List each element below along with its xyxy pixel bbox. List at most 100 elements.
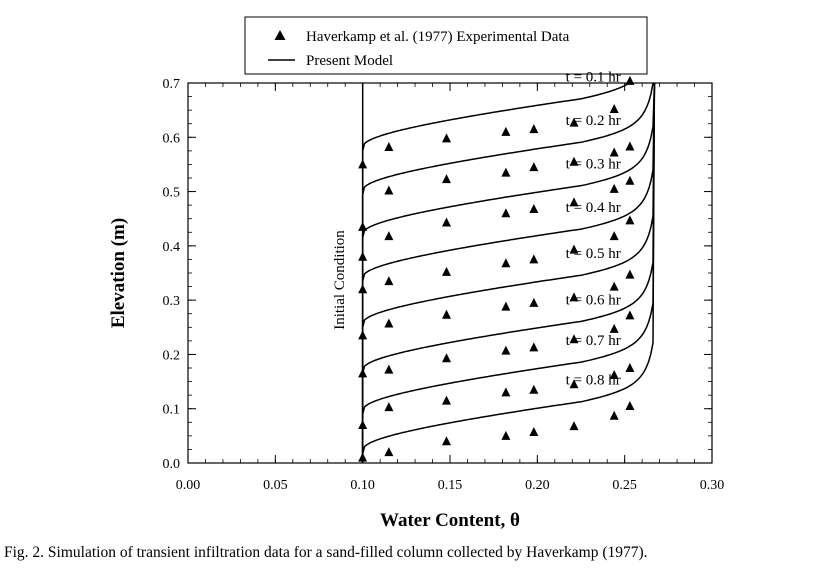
- x-tick-label: 0.15: [438, 478, 463, 493]
- x-axis: 0.00 0.05 0.10 0.15 0.20 0.25 0.30: [176, 83, 725, 493]
- data-point: [442, 217, 452, 227]
- data-point: [358, 284, 368, 294]
- model-curve: [361, 82, 656, 463]
- x-tick-label: 0.25: [612, 478, 637, 493]
- data-point: [569, 156, 579, 166]
- data-point: [358, 251, 368, 261]
- curve-label: t = 0.6 hr: [566, 292, 621, 308]
- data-point: [358, 330, 368, 340]
- data-point: [625, 363, 635, 372]
- data-point: [501, 208, 511, 218]
- x-tick-label: 0.30: [700, 478, 725, 493]
- data-point: [569, 117, 579, 127]
- curve-label: t = 0.8 hr: [566, 373, 621, 389]
- data-point: [609, 323, 619, 333]
- legend: Haverkamp et al. (1977) Experimental Dat…: [244, 16, 648, 75]
- data-point: [609, 104, 619, 114]
- data-point: [384, 364, 394, 374]
- x-tick-label: 0.05: [263, 478, 288, 493]
- y-tick-label: 0.7: [163, 77, 181, 92]
- y-tick-label: 0.3: [163, 294, 181, 309]
- x-axis-title: Water Content, θ: [380, 510, 520, 531]
- data-point: [442, 309, 452, 319]
- data-point: [358, 420, 368, 429]
- data-point: [625, 75, 635, 85]
- data-point: [384, 276, 394, 286]
- curve-label: t = 0.4 hr: [566, 200, 621, 216]
- curve-label: t = 0.1 hr: [566, 70, 621, 86]
- data-point: [384, 402, 394, 412]
- data-point: [358, 159, 368, 169]
- y-tick-label: 0.0: [163, 457, 181, 472]
- data-point: [609, 183, 619, 193]
- data-point: [569, 379, 579, 389]
- x-tick-label: 0.10: [350, 478, 375, 493]
- y-tick-label: 0.5: [163, 186, 181, 201]
- model-curve: [361, 82, 631, 463]
- data-point: [384, 142, 394, 152]
- y-tick-label: 0.4: [163, 240, 181, 255]
- data-point: [442, 436, 452, 446]
- data-point: [529, 342, 539, 352]
- legend-triangle-marker: [274, 30, 286, 40]
- y-tick-label: 0.2: [163, 348, 181, 363]
- model-curve: [361, 82, 656, 463]
- y-tick-label: 0.1: [163, 403, 181, 418]
- data-point: [529, 162, 539, 172]
- data-point: [442, 266, 452, 276]
- chart: Haverkamp et al. (1977) Experimental Dat…: [108, 16, 725, 531]
- model-curve: [361, 82, 656, 463]
- model-curve: [361, 82, 656, 463]
- curve-label: t = 0.7 hr: [566, 333, 621, 349]
- initial-condition-label: Initial Condition: [332, 230, 348, 330]
- legend-label-model: Present Model: [306, 53, 393, 69]
- legend-label-data: Haverkamp et al. (1977) Experimental Dat…: [306, 29, 570, 45]
- data-point: [501, 301, 511, 311]
- data-point: [358, 368, 368, 378]
- model-curve: [361, 82, 655, 463]
- data-point: [625, 401, 635, 410]
- data-point: [358, 452, 368, 462]
- data-point: [625, 175, 635, 185]
- model-curve: [361, 82, 656, 463]
- curve-label: t = 0.3 hr: [566, 157, 621, 173]
- data-point: [625, 269, 635, 279]
- data-point: [442, 395, 452, 405]
- model-curve: [361, 82, 656, 463]
- y-axis-title: Elevation (m): [108, 218, 129, 328]
- x-tick-label: 0.20: [525, 478, 550, 493]
- data-point: [569, 292, 579, 302]
- data-point: [529, 384, 539, 394]
- data-point: [501, 345, 511, 355]
- y-axis: 0.0 0.1 0.2 0.3 0.4 0.5 0.6 0.7: [163, 77, 712, 472]
- data-point: [384, 185, 394, 195]
- curve-label: t = 0.5 hr: [566, 246, 621, 262]
- y-tick-label: 0.6: [163, 131, 181, 146]
- data-point: [501, 258, 511, 268]
- data-point: [529, 427, 539, 437]
- data-point: [569, 421, 579, 431]
- data-point: [625, 310, 635, 320]
- data-point: [442, 133, 452, 143]
- plot-area: t = 0.1 hr t = 0.2 hr t = 0.3 hr t = 0.4 hr…: [358, 70, 656, 463]
- data-point: [501, 430, 511, 440]
- data-point: [625, 141, 635, 151]
- data-point: [529, 203, 539, 213]
- data-point: [501, 126, 511, 136]
- data-point: [569, 334, 579, 344]
- data-point: [609, 410, 619, 420]
- data-point: [625, 215, 635, 225]
- figure-caption: Fig. 2. Simulation of transient infiltra…: [4, 544, 648, 561]
- data-point: [529, 297, 539, 307]
- data-point: [609, 370, 619, 380]
- data-point: [384, 318, 394, 328]
- data-point: [529, 254, 539, 264]
- data-point: [609, 231, 619, 241]
- data-point: [501, 167, 511, 177]
- curve-label: t = 0.2 hr: [566, 113, 621, 129]
- data-point: [384, 447, 394, 457]
- data-point: [384, 231, 394, 241]
- data-point: [609, 281, 619, 291]
- data-point: [569, 197, 579, 207]
- data-point: [609, 147, 619, 157]
